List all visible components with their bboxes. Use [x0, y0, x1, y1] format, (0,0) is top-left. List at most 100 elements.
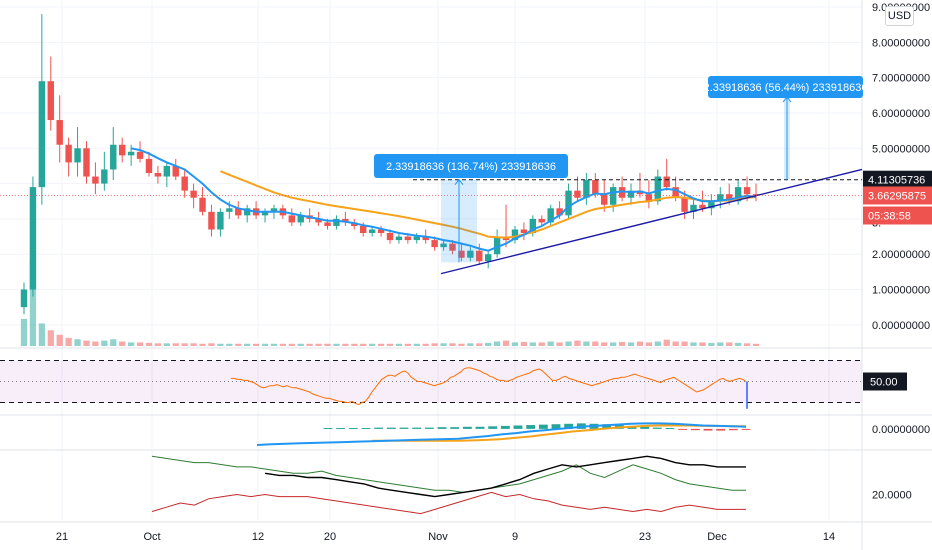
macd-histogram-bar — [538, 424, 548, 429]
macd-histogram-bar — [652, 427, 662, 429]
chart-grid — [0, 0, 862, 520]
candle-body — [395, 236, 403, 241]
macd-histogram-bar — [361, 428, 371, 430]
candle-body — [574, 190, 581, 198]
volume-bar — [324, 343, 331, 346]
dmi-y-tick-label: 20.0000 — [872, 490, 912, 502]
candle-body — [743, 187, 751, 195]
measure-arrowhead-1 — [454, 178, 464, 186]
candle-body — [386, 233, 394, 241]
volume-bar — [690, 342, 697, 346]
macd-histogram-bar — [323, 428, 333, 430]
candle-body — [333, 218, 340, 226]
volume-bar — [119, 341, 126, 346]
x-tick-label: Dec — [707, 531, 727, 543]
currency-button[interactable]: USD — [885, 6, 914, 26]
macd-signal-line — [372, 424, 746, 442]
x-tick-label: 21 — [56, 531, 68, 543]
volume-bar — [190, 343, 197, 346]
candle-body — [342, 218, 349, 223]
candle-body — [368, 229, 376, 234]
macd-histogram-bar — [374, 427, 384, 429]
volume-bar — [663, 339, 670, 346]
volume-bar — [440, 343, 447, 346]
candle-body — [636, 190, 644, 195]
volume-bar — [226, 343, 233, 346]
volume-bar — [422, 343, 429, 346]
candle-body — [404, 236, 412, 241]
candle-body — [181, 176, 188, 191]
candle-body — [83, 148, 90, 177]
candle-body — [476, 250, 483, 262]
candle-body — [297, 215, 304, 223]
volume-bar — [574, 340, 581, 346]
volume-bar — [252, 343, 260, 346]
volume-bar — [208, 343, 215, 346]
volume-bar — [601, 342, 608, 346]
volume-bar — [261, 343, 269, 346]
candle-body — [243, 208, 251, 216]
candle-body — [538, 218, 545, 223]
volume-bar — [413, 343, 420, 346]
candle-body — [136, 151, 144, 159]
rsi-value-tag: 50.00 — [870, 377, 898, 389]
candle-body — [484, 254, 492, 262]
rsi-band — [0, 360, 862, 403]
candle-body — [654, 176, 662, 202]
candle-body — [199, 197, 206, 212]
dmi-pane[interactable] — [151, 455, 746, 515]
candle-body — [154, 173, 162, 177]
volume-bar — [547, 341, 554, 346]
candle-body — [288, 215, 296, 223]
macd-histogram-bar — [488, 426, 498, 429]
volume-bar — [360, 343, 367, 346]
candle-body — [65, 144, 72, 163]
candle-body — [583, 180, 590, 198]
macd-histogram-bar — [665, 428, 675, 430]
ascending-trendline — [440, 168, 863, 275]
volume-bar — [654, 341, 661, 346]
volume-bar — [502, 340, 510, 346]
annotation-layer: 2.33918636 (136.74%) 233918636 2.33918636… — [0, 76, 867, 275]
volume-bar — [735, 342, 742, 346]
macd-pane[interactable] — [256, 422, 751, 446]
macd-histogram-bar — [526, 425, 536, 429]
candle-body — [118, 144, 126, 156]
candle-body — [440, 243, 447, 248]
volume-bar — [342, 343, 349, 346]
candle-body — [458, 250, 465, 258]
volume-bar — [476, 343, 483, 346]
resistance-price-tag-bg — [863, 170, 932, 189]
candle-body — [413, 236, 420, 241]
volume-bar — [726, 342, 733, 346]
volume-bar — [279, 343, 287, 346]
candle-body — [47, 81, 54, 121]
volume-bar — [92, 341, 99, 346]
countdown-tag-bg — [863, 206, 932, 225]
candle-body — [699, 204, 706, 209]
volume-bar — [583, 341, 590, 346]
volume-bar — [101, 340, 108, 346]
macd-line — [256, 422, 747, 446]
macd-histogram-bar — [602, 424, 612, 429]
macd-histogram-bar — [348, 428, 358, 430]
volume-bar — [83, 340, 90, 346]
y-tick-label: 1.00000000 — [872, 285, 930, 297]
macd-histogram-bar — [437, 427, 447, 429]
rsi-pane[interactable] — [0, 360, 862, 409]
macd-histogram-bar — [728, 428, 738, 431]
candle-body — [520, 229, 528, 234]
volume-bar — [610, 342, 617, 346]
x-tick-label: 9 — [512, 531, 518, 543]
volume-bar — [395, 343, 403, 346]
macd-histogram-bar — [500, 425, 510, 429]
volume-bar — [154, 343, 162, 346]
price-pane[interactable] — [20, 14, 760, 346]
x-tick-label: Oct — [143, 531, 160, 543]
volume-bar — [297, 343, 304, 346]
volume-bar — [65, 337, 72, 346]
volume-bar — [520, 341, 528, 346]
candle-body — [360, 225, 367, 234]
candle-body — [672, 187, 679, 198]
